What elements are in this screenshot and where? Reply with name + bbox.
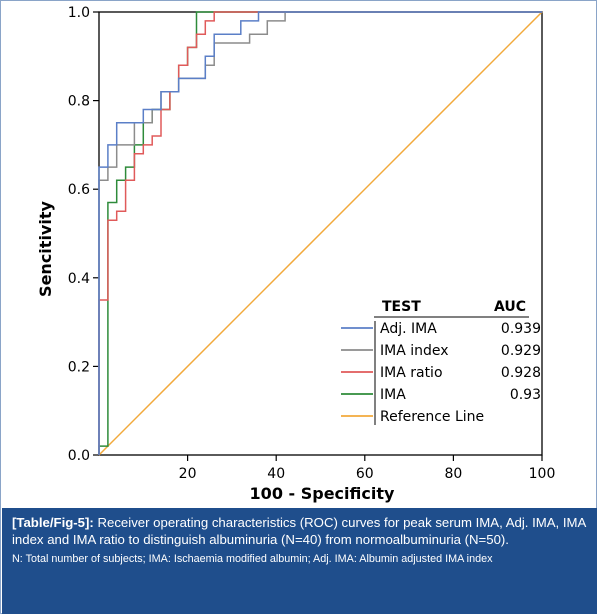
legend-label: IMA index	[380, 343, 449, 359]
x-tick-label: 60	[356, 466, 374, 482]
series-line-adj-ima	[98, 11, 542, 455]
y-tick-label: 0.0	[68, 448, 90, 464]
y-tick-label: 0.2	[68, 359, 90, 375]
legend-label: Reference Line	[380, 409, 484, 425]
x-tick-label: 40	[267, 466, 285, 482]
y-tick-label: 0.6	[68, 182, 90, 198]
x-tick-label: 80	[444, 466, 462, 482]
legend-auc: 0.93	[510, 387, 541, 403]
caption-text: Receiver operating characteristics (ROC)…	[12, 515, 586, 547]
series-line-reference-line	[98, 11, 543, 456]
legend-label: IMA	[380, 387, 406, 403]
caption-note: N: Total number of subjects; IMA: Ischae…	[12, 553, 493, 565]
series-line-ima-ratio	[98, 11, 542, 455]
y-tick-label: 0.8	[68, 94, 90, 110]
y-tick-label: 1.0	[68, 5, 90, 21]
legend-auc: 0.939	[501, 321, 541, 337]
legend-header-test: TEST	[382, 299, 421, 315]
legend-auc: 0.928	[501, 365, 541, 381]
y-tick-label: 0.4	[68, 271, 90, 287]
legend-label: IMA ratio	[380, 365, 443, 381]
legend-bg	[337, 321, 377, 425]
x-tick-label: 100	[529, 466, 556, 482]
legend-auc: 0.929	[501, 343, 541, 359]
legend-label: Adj. IMA	[380, 321, 437, 337]
figure-caption: [Table/Fig-5]: Receiver operating charac…	[2, 508, 597, 614]
roc-chart: 20 40 60 80 100 0.0 0.2 0.4 0.6 0.8 1.0 TEST AUC Adj.…	[36, 5, 556, 503]
y-axis-title: Sencitivity	[36, 201, 55, 297]
caption-label: [Table/Fig-5]:	[12, 515, 94, 530]
x-tick-label: 20	[179, 466, 197, 482]
legend-header-auc: AUC	[494, 299, 526, 315]
x-axis-title: 100 - Specificity	[250, 484, 395, 503]
caption-main: [Table/Fig-5]: Receiver operating charac…	[12, 514, 587, 548]
